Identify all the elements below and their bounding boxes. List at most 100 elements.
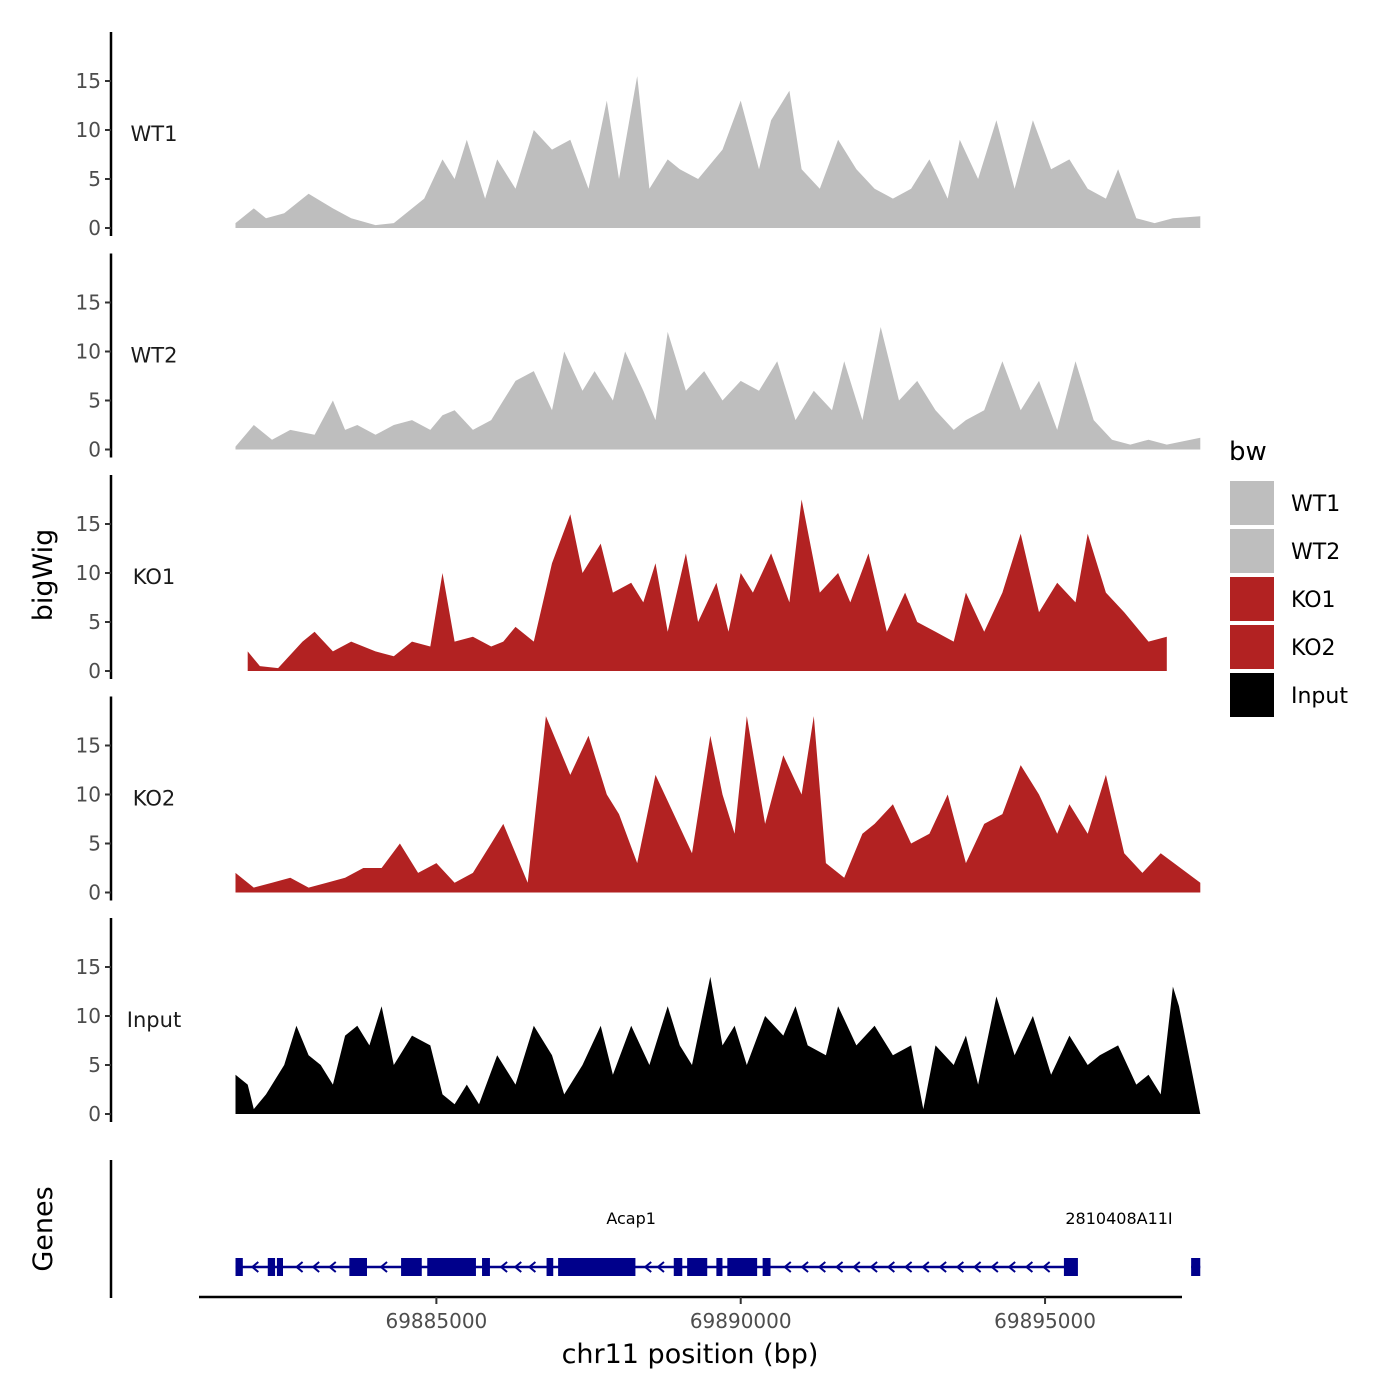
exon-block — [762, 1258, 771, 1276]
exon-block — [235, 1258, 243, 1276]
legend-swatch — [1230, 625, 1274, 669]
legend-label: WT2 — [1291, 540, 1340, 565]
legend-item-ko2: KO2 — [1230, 625, 1336, 669]
y-tick-label: 5 — [88, 389, 101, 413]
y-tick-label: 10 — [76, 783, 101, 807]
strand-arrow-icon — [921, 1261, 930, 1273]
track-input: 0 5 10 15 Input — [76, 918, 1201, 1126]
genes-axis-title: Genes — [28, 1186, 59, 1271]
y-tick-label: 5 — [88, 167, 101, 191]
track-ko1: 0 5 10 15 KO1 — [76, 475, 1167, 683]
area-ko2 — [235, 716, 1201, 893]
x-axis-title: chr11 position (bp) — [562, 1339, 819, 1370]
x-axis: 69885000 69890000 69895000 chr11 position … — [199, 1295, 1182, 1370]
strand-arrow-icon — [886, 1261, 895, 1273]
strand-arrow-icon — [955, 1261, 965, 1273]
exon-block — [687, 1258, 708, 1276]
exon-block — [546, 1258, 554, 1276]
strand-arrow-icon — [513, 1261, 522, 1273]
signal-tracks: 0 5 10 15 WT1 0 5 10 15 WT2 0 5 10 15 KO1 0 5 10 15 KO2 0 5 10… — [76, 32, 1201, 1126]
y-tick-label: 0 — [88, 881, 101, 905]
strand-arrow-icon — [379, 1261, 388, 1273]
y-tick-label: 0 — [88, 1102, 101, 1126]
legend-swatch — [1230, 673, 1274, 717]
y-tick-label: 0 — [88, 438, 101, 462]
y-tick-label: 15 — [76, 291, 101, 315]
legend-label: WT1 — [1291, 492, 1340, 517]
legend-item-ko1: KO1 — [1230, 577, 1336, 621]
legend-swatch — [1230, 529, 1274, 573]
y-axis-title: bigWig — [28, 529, 59, 622]
strand-arrow-icon — [1042, 1261, 1051, 1273]
strand-arrow-icon — [1007, 1261, 1016, 1273]
strand-arrow-icon — [499, 1261, 508, 1273]
exon-block — [558, 1258, 636, 1276]
track-label-wt1: WT1 — [131, 122, 178, 146]
exon-block — [1191, 1258, 1201, 1276]
strand-arrow-icon — [904, 1261, 913, 1273]
legend-swatch — [1230, 481, 1274, 525]
y-tick-label: 10 — [76, 561, 101, 585]
track-label-wt2: WT2 — [131, 344, 178, 368]
y-tick-label: 0 — [88, 216, 101, 240]
legend-swatch — [1230, 577, 1274, 621]
exon-block — [427, 1258, 476, 1276]
x-tick-label: 69895000 — [994, 1309, 1096, 1333]
gene-acap1: Acap1 — [235, 1209, 1078, 1276]
strand-arrow-icon — [311, 1261, 320, 1273]
strand-arrow-icon — [990, 1261, 999, 1273]
track-label-input: Input — [127, 1008, 181, 1032]
exon-block — [673, 1258, 683, 1276]
strand-arrow-icon — [800, 1261, 809, 1273]
strand-arrow-icon — [783, 1261, 792, 1273]
strand-arrow-icon — [1024, 1261, 1034, 1273]
y-tick-label: 15 — [76, 512, 101, 536]
y-tick-label: 5 — [88, 610, 101, 634]
legend-item-input: Input — [1230, 673, 1348, 717]
strand-arrow-icon — [527, 1261, 537, 1273]
exon-block — [267, 1258, 276, 1276]
legend: bw WT1 WT2 KO1 KO2 Input — [1229, 437, 1348, 717]
exon-block — [401, 1258, 422, 1276]
legend-title: bw — [1229, 437, 1267, 467]
strand-arrow-icon — [938, 1261, 947, 1273]
legend-label: KO1 — [1291, 588, 1336, 613]
area-wt2 — [235, 327, 1201, 450]
area-wt1 — [235, 76, 1201, 228]
strand-arrow-icon — [973, 1261, 982, 1273]
genes-panel: Genes Acap1 2810408A11I — [28, 1160, 1201, 1298]
y-tick-label: 0 — [88, 659, 101, 683]
track-label-ko2: KO2 — [133, 787, 176, 811]
exon-block — [716, 1258, 723, 1276]
y-tick-label: 15 — [76, 69, 101, 93]
track-wt1: 0 5 10 15 WT1 — [76, 32, 1201, 240]
y-tick-label: 10 — [76, 118, 101, 142]
x-tick-label: 69885000 — [385, 1309, 487, 1333]
strand-arrow-icon — [250, 1261, 259, 1273]
exon-block — [482, 1258, 490, 1276]
y-tick-label: 5 — [88, 1053, 101, 1077]
y-tick-label: 5 — [88, 832, 101, 856]
exon-block — [727, 1258, 758, 1276]
strand-arrow-icon — [295, 1261, 304, 1273]
track-ko2: 0 5 10 15 KO2 — [76, 696, 1201, 905]
track-label-ko1: KO1 — [133, 565, 176, 589]
legend-label: KO2 — [1291, 636, 1336, 661]
strand-arrow-icon — [852, 1261, 861, 1273]
y-tick-label: 10 — [76, 340, 101, 364]
strand-arrow-icon — [328, 1261, 337, 1273]
strand-arrow-icon — [643, 1261, 652, 1273]
gene-label-acap1: Acap1 — [606, 1209, 656, 1228]
y-tick-label: 10 — [76, 1004, 101, 1028]
area-input — [235, 976, 1201, 1114]
legend-label: Input — [1291, 684, 1348, 709]
strand-arrow-icon — [869, 1261, 878, 1273]
exon-block — [276, 1258, 283, 1276]
gene-label-2810408a11rik: 2810408A11I — [1065, 1209, 1172, 1228]
y-tick-label: 15 — [76, 734, 101, 758]
area-ko1 — [247, 499, 1167, 671]
strand-arrow-icon — [656, 1261, 665, 1273]
exon-block — [349, 1258, 367, 1276]
strand-arrow-icon — [835, 1261, 844, 1273]
